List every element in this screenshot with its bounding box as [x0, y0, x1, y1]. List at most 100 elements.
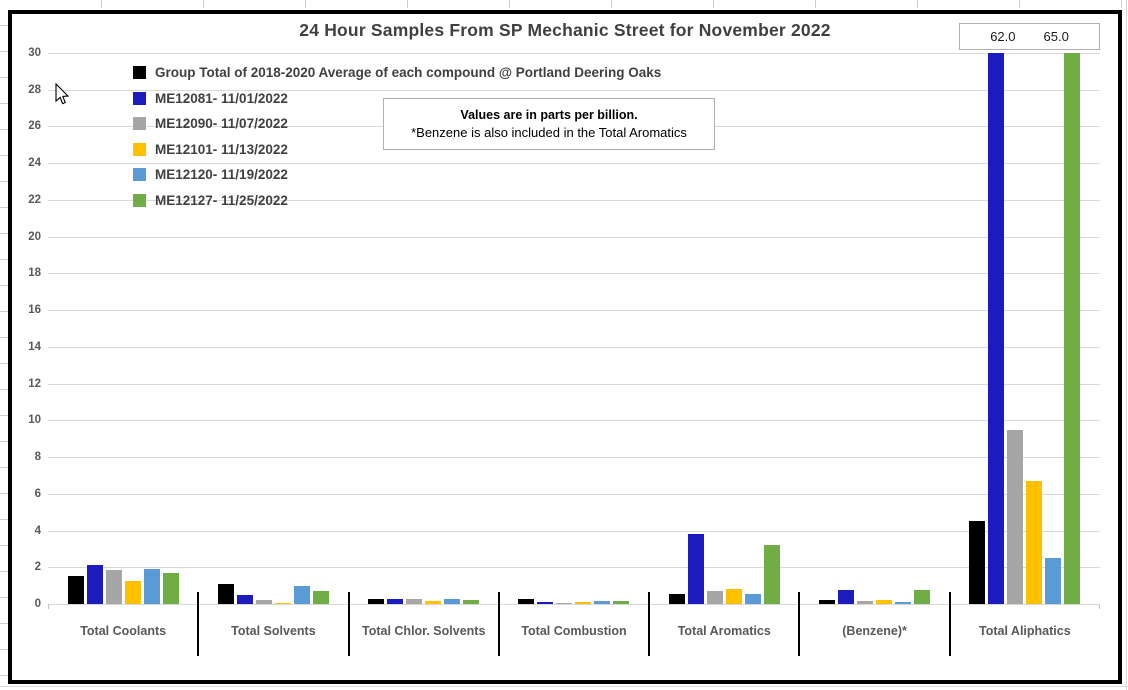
y-axis-label-18: 18	[28, 267, 41, 280]
bar	[668, 593, 685, 604]
legend-item-0: Group Total of 2018-2020 Average of each…	[133, 60, 661, 86]
y-axis-label-10: 10	[28, 414, 41, 427]
bar	[537, 602, 554, 604]
chart-title: 24 Hour Samples From SP Mechanic Street …	[299, 20, 831, 40]
bar	[594, 601, 611, 604]
bar	[387, 598, 404, 604]
bar	[444, 598, 461, 604]
bar-group--benzene-	[799, 53, 949, 604]
category-label-total-aromatics: Total Aromatics	[677, 624, 771, 638]
legend-swatch-icon	[133, 117, 146, 131]
bar	[425, 601, 442, 604]
axis-tick	[48, 604, 49, 609]
legend-label: ME12081- 11/01/2022	[155, 90, 288, 106]
annotation-line-1: Values are in parts per billion.	[460, 107, 638, 122]
mouse-cursor	[55, 83, 69, 105]
y-axis-label-4: 4	[34, 524, 41, 537]
annotation-box: Values are in parts per billion. *Benzen…	[383, 98, 715, 150]
bar	[124, 581, 141, 604]
category-label--benzene-: (Benzene)*	[842, 624, 907, 638]
category-label-total-aliphatics: Total Aliphatics	[978, 624, 1071, 638]
plot-area: 0 2 4 6 8 10 12 14 16 18 20 22 24 26 28 30	[28, 47, 1100, 610]
spreadsheet-edge-left	[0, 0, 8, 690]
category-axis: Total Coolants Total Solvents Total Chlor.…	[48, 615, 1100, 651]
chart-area: 24 Hour Samples From SP Mechanic Street …	[12, 14, 1118, 680]
bar	[706, 591, 723, 604]
bar	[556, 602, 573, 604]
y-axis-label-12: 12	[28, 377, 41, 390]
category-separator	[197, 592, 200, 656]
bar	[575, 601, 592, 604]
legend-swatch-icon	[133, 142, 146, 156]
y-axis-label-16: 16	[28, 304, 41, 317]
y-axis-label-24: 24	[28, 157, 41, 170]
bar	[838, 590, 855, 604]
bar	[143, 569, 160, 604]
gridline-22	[48, 199, 1100, 201]
bar	[725, 589, 742, 604]
spreadsheet-edge-top	[0, 0, 1128, 8]
bar	[67, 576, 84, 604]
bar-group-total-chlor-solvents	[349, 53, 499, 604]
y-axis-label-26: 26	[28, 120, 41, 133]
offscale-value: 62.0	[990, 29, 1016, 44]
chart-frame: 24 Hour Samples From SP Mechanic Street …	[8, 10, 1122, 684]
gridline-16	[48, 310, 1100, 312]
category-separator	[948, 592, 951, 656]
y-axis-label-30: 30	[28, 47, 41, 59]
bar	[895, 602, 912, 604]
bar	[274, 603, 291, 604]
bar	[876, 600, 893, 604]
bar-groups	[48, 53, 1100, 604]
legend-item-2: ME12090- 11/07/2022	[133, 111, 661, 137]
gridline-6	[48, 493, 1100, 495]
y-axis-label-2: 2	[34, 561, 41, 574]
gridline-4	[48, 530, 1100, 532]
bar	[914, 590, 931, 604]
spreadsheet-edge-bottom	[0, 686, 1128, 687]
bar-group-total-solvents	[198, 53, 348, 604]
gridline-30	[48, 53, 1100, 54]
legend-swatch-icon	[133, 91, 146, 105]
bar	[105, 570, 122, 604]
bar	[236, 594, 253, 604]
category-separator	[798, 592, 801, 656]
category-separator	[497, 592, 500, 656]
bar	[763, 545, 780, 604]
gridline-18	[48, 273, 1100, 275]
bar-group-total-aromatics	[649, 53, 799, 604]
bar	[463, 600, 480, 604]
legend-label: ME12120- 11/19/2022	[155, 167, 288, 183]
y-axis-label-0: 0	[34, 598, 41, 610]
y-axis-label-14: 14	[28, 340, 41, 353]
bar	[162, 572, 179, 604]
legend-swatch-icon	[133, 66, 146, 80]
axis-tick	[1099, 604, 1100, 609]
category-separator	[347, 592, 350, 656]
bar	[1064, 53, 1081, 604]
gridline-0	[48, 604, 1100, 605]
y-axis-label-22: 22	[28, 193, 41, 206]
y-axis-label-28: 28	[28, 83, 41, 96]
category-label-total-solvents: Total Solvents	[231, 624, 316, 638]
bar	[518, 599, 535, 604]
legend-swatch-icon	[133, 168, 146, 182]
bar	[293, 585, 310, 604]
annotation-line-2: *Benzene is also included in the Total A…	[411, 125, 687, 141]
bar	[312, 591, 329, 604]
gridline-8	[48, 457, 1100, 459]
y-axis-label-8: 8	[34, 451, 41, 464]
legend-item-4: ME12120- 11/19/2022	[133, 162, 661, 188]
gridline-24	[48, 163, 1100, 165]
legend-label: ME12127- 11/25/2022	[155, 192, 288, 208]
gridline-28	[48, 89, 1100, 91]
bar-group-total-combustion	[499, 53, 649, 604]
y-axis-label-20: 20	[28, 230, 41, 243]
legend-label: ME12090- 11/07/2022	[155, 116, 288, 132]
bar	[988, 53, 1005, 604]
category-label-total-chlor-solvents: Total Chlor. Solvents	[362, 624, 486, 638]
bar	[687, 534, 704, 604]
legend-label: ME12101- 11/13/2022	[155, 141, 288, 157]
legend-swatch-icon	[133, 193, 146, 207]
category-label-total-combustion: Total Combustion	[521, 624, 627, 638]
